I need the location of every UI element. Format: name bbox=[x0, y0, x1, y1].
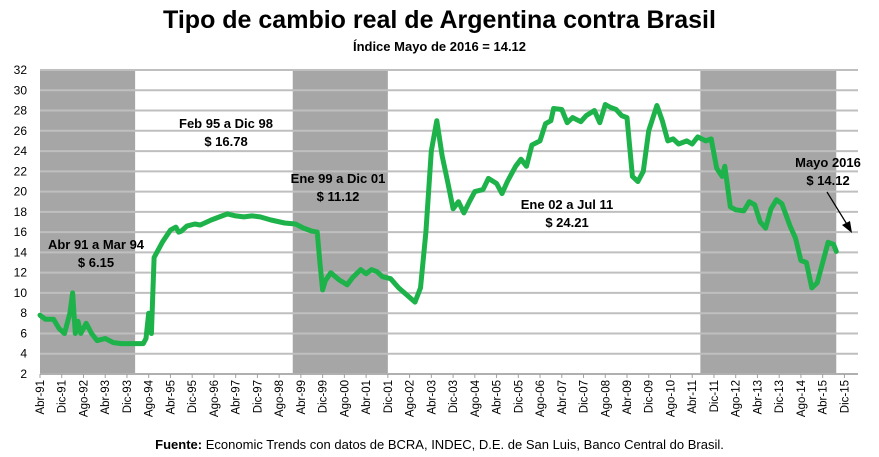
chart-title: Tipo de cambio real de Argentina contra … bbox=[163, 6, 716, 34]
shaded-period bbox=[292, 70, 388, 374]
x-tick-label: Abr-93 bbox=[100, 380, 112, 415]
x-tick-label: Ago-96 bbox=[209, 380, 221, 417]
y-tick-label: 2 bbox=[20, 367, 27, 381]
y-tick-label: 8 bbox=[20, 306, 27, 320]
x-tick-label: Dic-05 bbox=[513, 380, 525, 413]
y-tick-label: 22 bbox=[14, 164, 28, 178]
x-tick-label: Abr-03 bbox=[426, 380, 438, 415]
y-tick-label: 6 bbox=[20, 326, 27, 340]
x-tick-label: Dic-07 bbox=[579, 380, 591, 413]
y-tick-label: 14 bbox=[14, 245, 28, 259]
x-tick-label: Abr-99 bbox=[296, 380, 308, 415]
arrow-head-icon bbox=[842, 221, 852, 233]
annotation-period: Feb 95 a Dic 98 bbox=[179, 116, 273, 131]
x-tick-label: Dic-01 bbox=[383, 380, 395, 413]
x-tick-label: Abr-95 bbox=[165, 380, 177, 415]
x-tick-label: Dic-95 bbox=[187, 380, 199, 413]
x-tick-label: Ago-08 bbox=[600, 380, 612, 417]
annotation-value: $ 6.15 bbox=[78, 255, 114, 270]
source-text: Economic Trends con datos de BCRA, INDEC… bbox=[205, 437, 724, 452]
x-tick-label: Dic-91 bbox=[57, 380, 69, 413]
x-tick-label: Abr-09 bbox=[622, 380, 634, 415]
x-tick-label: Ago-12 bbox=[731, 380, 743, 417]
x-tick-label: Dic-03 bbox=[448, 380, 460, 413]
annotation-value: $ 24.21 bbox=[545, 215, 588, 230]
annotation-period: Ene 02 a Jul 11 bbox=[521, 197, 614, 212]
y-tick-label: 30 bbox=[14, 83, 28, 97]
x-tick-label: Abr-97 bbox=[231, 380, 243, 415]
x-tick-label: Dic-13 bbox=[774, 380, 786, 413]
y-tick-label: 26 bbox=[14, 124, 28, 138]
x-tick-label: Dic-97 bbox=[252, 380, 264, 413]
x-tick-label: Dic-99 bbox=[318, 380, 330, 413]
x-tick-label: Ago-92 bbox=[78, 380, 90, 417]
source-note: Fuente: Economic Trends con datos de BCR… bbox=[0, 437, 879, 452]
x-tick-label: Dic-15 bbox=[839, 380, 851, 413]
y-tick-label: 18 bbox=[14, 205, 28, 219]
x-tick-label: Ago-14 bbox=[796, 379, 808, 417]
x-tick-label: Abr-13 bbox=[752, 380, 764, 415]
y-tick-label: 12 bbox=[14, 266, 28, 280]
x-tick-label: Abr-15 bbox=[818, 380, 830, 415]
x-tick-label: Abr-11 bbox=[687, 380, 699, 414]
x-tick-label: Ago-04 bbox=[470, 379, 482, 417]
x-tick-label: Dic-11 bbox=[709, 380, 721, 412]
source-label: Fuente: bbox=[155, 437, 203, 452]
x-tick-label: Abr-07 bbox=[557, 380, 569, 415]
y-tick-label: 24 bbox=[14, 144, 28, 158]
chart-subtitle: Índice Mayo de 2016 = 14.12 bbox=[352, 39, 527, 54]
annotation-period: Mayo 2016 bbox=[795, 155, 861, 170]
x-tick-label: Abr-91 bbox=[35, 380, 47, 415]
y-tick-label: 10 bbox=[14, 286, 28, 300]
annotation-period: Ene 99 a Dic 01 bbox=[291, 171, 386, 186]
y-tick-label: 20 bbox=[14, 185, 28, 199]
y-tick-label: 28 bbox=[14, 104, 28, 118]
x-tick-label: Dic-93 bbox=[122, 380, 134, 413]
x-tick-label: Ago-98 bbox=[274, 380, 286, 417]
x-tick-label: Abr-05 bbox=[492, 380, 504, 415]
x-tick-label: Ago-94 bbox=[144, 379, 156, 417]
y-tick-label: 4 bbox=[20, 347, 27, 361]
y-tick-label: 32 bbox=[14, 63, 28, 77]
x-tick-label: Ago-06 bbox=[535, 380, 547, 417]
x-tick-label: Abr-01 bbox=[361, 380, 373, 415]
series-line bbox=[37, 102, 839, 347]
annotation-value: $ 16.78 bbox=[204, 134, 247, 149]
x-tick-label: Dic-09 bbox=[644, 380, 656, 413]
annotation-value: $ 11.12 bbox=[317, 189, 360, 204]
y-tick-label: 16 bbox=[14, 225, 28, 239]
annotation-period: Abr 91 a Mar 94 bbox=[48, 237, 145, 252]
x-tick-label: Ago-00 bbox=[339, 380, 351, 417]
x-tick-label: Ago-10 bbox=[665, 380, 677, 417]
arrow-line bbox=[826, 191, 849, 227]
annotation-value: $ 14.12 bbox=[806, 173, 849, 188]
x-tick-label: Ago-02 bbox=[405, 380, 417, 417]
